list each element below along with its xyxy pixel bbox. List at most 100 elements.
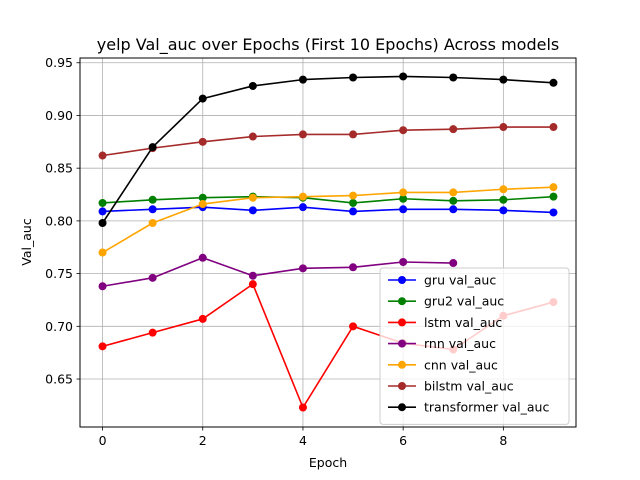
- series-0: [98, 203, 558, 217]
- data-point: [499, 206, 508, 215]
- legend-label: gru2 val_auc: [424, 294, 504, 309]
- legend-item: cnn val_auc: [388, 357, 498, 372]
- data-point: [298, 264, 307, 273]
- series-6: [98, 72, 558, 227]
- data-point: [148, 205, 157, 214]
- data-point: [349, 207, 358, 216]
- series-line: [102, 186, 554, 254]
- data-point: [499, 195, 508, 204]
- data-point: [98, 342, 107, 351]
- data-point: [449, 196, 458, 205]
- data-point: [98, 198, 107, 207]
- legend-label: cnn val_auc: [424, 357, 498, 372]
- data-point: [298, 403, 307, 412]
- x-tick-label: 0: [99, 433, 107, 448]
- x-tick-label: 8: [499, 433, 507, 448]
- data-point: [549, 183, 558, 192]
- plot-frame: [79, 57, 577, 428]
- legend-label: rnn val_auc: [424, 336, 496, 351]
- legend-label: gru val_auc: [424, 273, 496, 288]
- series-line: [102, 206, 554, 214]
- legend-item: rnn val_auc: [388, 336, 496, 351]
- data-point: [499, 123, 508, 132]
- legend-label: bilstm val_auc: [424, 379, 514, 394]
- data-point: [248, 280, 257, 289]
- data-point: [349, 191, 358, 200]
- x-tick-label: 2: [199, 433, 207, 448]
- series-3: [98, 253, 458, 291]
- x-tick-label: 6: [399, 433, 407, 448]
- data-point: [399, 258, 408, 267]
- data-point: [349, 198, 358, 207]
- legend-box: [379, 267, 570, 425]
- legend-swatch-marker: [398, 382, 406, 390]
- y-tick-label: 0.80: [45, 213, 73, 228]
- data-point: [148, 143, 157, 152]
- legend-swatch-marker: [398, 403, 406, 412]
- series-line: [101, 75, 554, 224]
- x-tick-label: 4: [299, 433, 307, 448]
- legend-item: transformer val_auc: [388, 400, 549, 415]
- data-point: [399, 188, 408, 197]
- data-point: [148, 273, 157, 282]
- data-point: [98, 282, 107, 291]
- legend-label: lstm val_auc: [424, 315, 502, 330]
- data-point: [449, 73, 458, 82]
- y-tick-label: 0.65: [45, 372, 73, 387]
- data-point: [198, 193, 207, 202]
- data-point: [98, 248, 107, 257]
- data-point: [298, 75, 307, 84]
- series-4: [98, 183, 558, 257]
- data-point: [198, 94, 207, 103]
- y-tick-label: 0.70: [45, 319, 73, 334]
- y-tick-label: 0.85: [45, 161, 73, 176]
- data-point: [248, 271, 257, 280]
- data-point: [399, 126, 408, 135]
- data-point: [298, 203, 307, 212]
- series-line: [102, 256, 454, 288]
- legend-item: gru2 val_auc: [388, 294, 504, 309]
- data-point: [98, 207, 107, 216]
- data-point: [248, 81, 257, 90]
- data-point: [248, 206, 257, 215]
- data-point: [549, 208, 558, 217]
- x-axis-label: Epoch: [309, 455, 347, 470]
- data-point: [449, 259, 458, 268]
- data-point: [148, 218, 157, 227]
- legend-item: gru val_auc: [388, 273, 496, 288]
- data-point: [248, 132, 257, 141]
- data-point: [349, 263, 358, 272]
- data-point: [148, 328, 157, 337]
- legend-swatch-marker: [398, 360, 406, 369]
- legend-item: bilstm val_auc: [388, 379, 514, 394]
- data-point: [198, 137, 207, 146]
- data-point: [198, 314, 207, 323]
- data-point: [549, 192, 558, 201]
- series-group: [98, 72, 558, 412]
- legend-swatch-marker: [398, 339, 406, 348]
- data-point: [399, 72, 408, 81]
- data-point: [549, 78, 558, 87]
- data-point: [248, 193, 257, 202]
- y-axis-label: Val_auc: [19, 218, 34, 266]
- data-point: [549, 123, 558, 132]
- data-point: [349, 130, 358, 139]
- series-line: [102, 126, 554, 157]
- y-tick-label: 0.95: [45, 55, 73, 70]
- data-point: [499, 185, 508, 194]
- data-point: [298, 192, 307, 201]
- data-point: [98, 151, 107, 160]
- data-point: [499, 75, 508, 84]
- legend-swatch-marker: [398, 318, 406, 327]
- legend-swatch-marker: [398, 297, 406, 306]
- y-tick-label: 0.75: [45, 266, 73, 281]
- data-point: [399, 194, 408, 203]
- data-point: [449, 188, 458, 197]
- data-point: [98, 218, 107, 227]
- data-point: [349, 73, 358, 82]
- data-point: [449, 125, 458, 134]
- data-point: [198, 253, 207, 262]
- legend-item: lstm val_auc: [388, 315, 502, 330]
